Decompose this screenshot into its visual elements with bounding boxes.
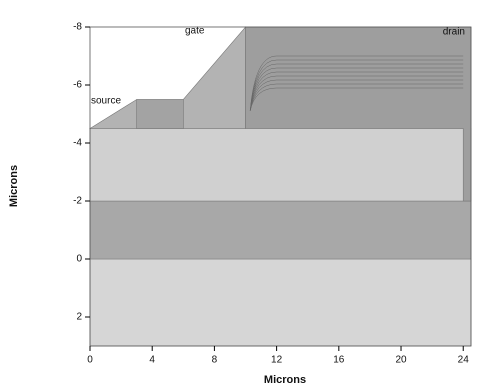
contour-line xyxy=(249,87,464,112)
x-tick-label: 12 xyxy=(271,355,283,366)
y-tick-label: -4 xyxy=(73,138,82,149)
y-tick-label: -8 xyxy=(73,22,82,33)
region xyxy=(88,26,246,129)
region xyxy=(89,258,472,347)
region xyxy=(89,128,472,202)
annotation: gate xyxy=(185,26,205,37)
region xyxy=(89,200,472,260)
plot-frame xyxy=(89,26,472,347)
x-axis-label: Microns xyxy=(264,374,306,386)
y-tick-label: -2 xyxy=(73,196,82,207)
x-tick-label: 20 xyxy=(395,355,407,366)
x-tick-label: 24 xyxy=(458,355,470,366)
x-tick-label: 4 xyxy=(149,355,155,366)
y-tick-label: 2 xyxy=(76,312,82,323)
y-axis-label: Microns xyxy=(8,165,20,207)
y-tick-label: -6 xyxy=(73,80,82,91)
annotation: source xyxy=(91,96,121,107)
x-tick-label: 16 xyxy=(333,355,345,366)
x-tick-label: 8 xyxy=(212,355,218,366)
annotation: drain xyxy=(443,27,465,38)
region xyxy=(136,99,184,129)
y-tick-label: 0 xyxy=(76,254,82,265)
x-tick-label: 0 xyxy=(87,355,93,366)
